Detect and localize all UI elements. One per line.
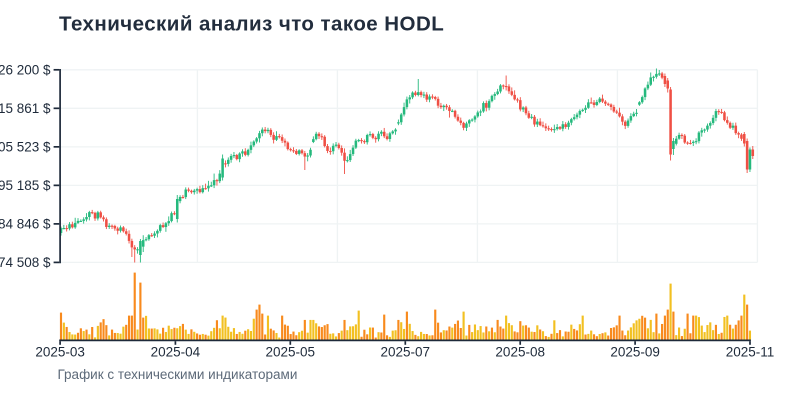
svg-text:2025-03: 2025-03 xyxy=(35,345,85,360)
svg-text:График с техническими индикато: График с техническими индикаторами xyxy=(58,367,298,382)
svg-text:126 200 $: 126 200 $ xyxy=(0,63,51,78)
svg-text:2025-04: 2025-04 xyxy=(151,345,201,360)
svg-text:2025-07: 2025-07 xyxy=(381,345,431,360)
svg-text:95 185 $: 95 185 $ xyxy=(0,178,51,193)
svg-text:74 508 $: 74 508 $ xyxy=(0,255,51,270)
svg-text:Технический анализ что такое H: Технический анализ что такое HODL xyxy=(59,13,444,36)
svg-text:84 846 $: 84 846 $ xyxy=(0,217,51,232)
svg-text:2025-11: 2025-11 xyxy=(726,345,775,360)
svg-text:115 861 $: 115 861 $ xyxy=(0,101,51,116)
svg-text:105 523 $: 105 523 $ xyxy=(0,140,51,155)
svg-text:2025-05: 2025-05 xyxy=(266,345,316,360)
svg-text:2025-09: 2025-09 xyxy=(610,345,660,360)
svg-text:2025-08: 2025-08 xyxy=(495,345,545,360)
